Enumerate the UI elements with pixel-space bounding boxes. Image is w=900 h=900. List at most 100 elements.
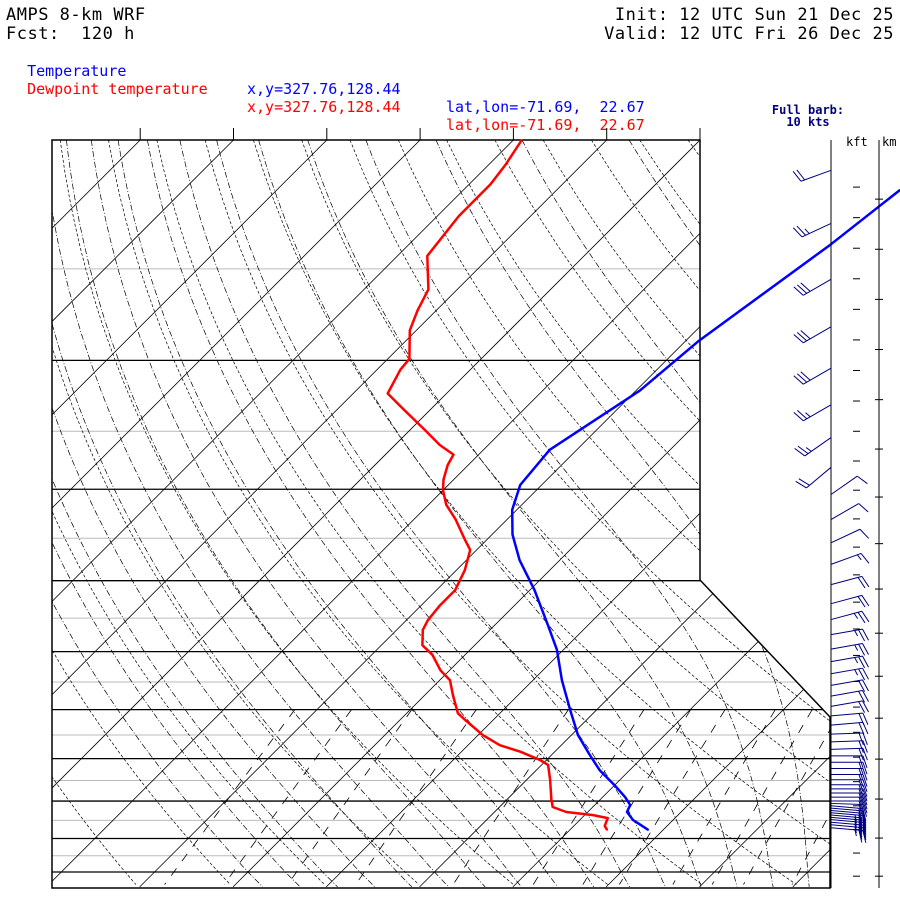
isotherm (52, 140, 141, 888)
barb-full (798, 478, 810, 486)
barb-shaft (830, 552, 862, 565)
legend-dewpoint-coords: x,y=327.76,128.44 (247, 98, 401, 116)
barb-full (858, 629, 866, 642)
barb-full (861, 595, 870, 607)
barb-full (858, 643, 866, 656)
wind-barb (830, 821, 867, 838)
dewpoint-point (454, 518, 457, 521)
barb-shaft (830, 594, 863, 605)
dewpoint-point (449, 679, 451, 682)
dry-adiabat (204, 140, 797, 885)
barb-full (862, 800, 868, 814)
barb-full (858, 796, 864, 810)
wind-barb (831, 792, 868, 806)
barb-half (854, 819, 857, 826)
dewpoint-point (464, 719, 466, 721)
dewpoint-point (426, 619, 429, 622)
dewpoint-point (427, 288, 430, 291)
mixing-ratio-line (355, 709, 477, 885)
wind-barb (830, 700, 869, 713)
barb-full (857, 577, 866, 589)
moist-adiabat (52, 140, 301, 888)
barb-shaft (830, 821, 863, 826)
moist-adiabat (365, 140, 774, 887)
barb-half (804, 228, 810, 234)
dewpoint-point (606, 829, 609, 831)
moist-adiabat (521, 140, 830, 887)
mixing-ratio-line (223, 709, 352, 885)
dewpoint-point (549, 778, 551, 781)
sounding-series (386, 139, 900, 831)
wind-barb (831, 774, 868, 787)
isotherm (512, 140, 830, 888)
barb-full (857, 612, 866, 624)
temperature-point (548, 449, 551, 451)
barb-full (862, 690, 869, 702)
barb-shaft (830, 740, 863, 743)
wind-barb (793, 278, 832, 296)
temperature-point (624, 796, 626, 798)
barb-shaft (830, 690, 863, 697)
wind-barb (830, 712, 869, 726)
barb-shaft (830, 528, 861, 544)
barb-shaft (830, 628, 863, 636)
barb-full (858, 740, 864, 753)
barb-full (862, 667, 869, 680)
kft-axis-label: kft (846, 135, 868, 149)
wind-barb (830, 655, 869, 669)
temperature-point (561, 679, 563, 682)
barb-half (854, 630, 859, 637)
barb-full (858, 680, 866, 692)
mixing-ratio-line (582, 709, 692, 885)
barb-half (856, 554, 862, 561)
temperature-point (577, 734, 579, 736)
temperature-point (629, 804, 632, 806)
wind-barb (830, 824, 867, 840)
barb-shaft (830, 643, 863, 650)
barb-full (858, 827, 863, 840)
dewpoint-point (421, 629, 424, 631)
barb-full (858, 656, 866, 669)
barb-full (862, 655, 869, 668)
grid-lines (52, 140, 900, 888)
isotherm (886, 140, 900, 887)
barb-full (858, 800, 864, 814)
wind-barb (830, 805, 867, 822)
moist-adiabat (435, 140, 810, 887)
isotherm (699, 140, 830, 888)
barb-full (794, 448, 806, 457)
dry-adiabat (59, 140, 514, 885)
barb-full (858, 762, 864, 775)
dry-adiabat (542, 140, 830, 885)
dry-adiabat (52, 140, 325, 885)
barb-full (862, 804, 868, 817)
dry-adiabat (591, 140, 830, 885)
barb-full (858, 755, 864, 769)
moist-adiabat (52, 140, 376, 888)
wind-barb (830, 819, 867, 835)
wind-barb (831, 796, 868, 810)
dewpoint-point (439, 604, 441, 606)
wind-barb (793, 404, 832, 422)
dewpoint-point (565, 811, 568, 813)
wind-barb (792, 169, 832, 182)
barb-half (854, 829, 857, 837)
plot-frame (51, 139, 831, 889)
barb-full (796, 169, 806, 181)
barb-full (862, 700, 869, 713)
dewpoint-point (439, 669, 442, 671)
moist-adiabat (117, 140, 558, 888)
legend-temperature-coords: x,y=327.76,128.44 (247, 80, 401, 98)
barb-shaft (830, 667, 863, 675)
barb-full (856, 475, 868, 485)
barb-shaft (830, 807, 863, 812)
barb-full (795, 480, 807, 489)
barb-full (858, 784, 864, 797)
barb-shaft (800, 169, 832, 182)
dewpoint-point (408, 357, 411, 360)
wind-barb (830, 802, 868, 817)
moist-adiabat (52, 140, 264, 888)
barb-shaft (830, 819, 863, 823)
barb-full (862, 779, 868, 792)
